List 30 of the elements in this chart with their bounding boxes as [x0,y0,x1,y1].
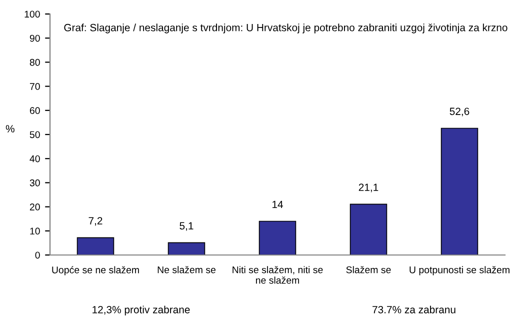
x-tick-label: Uopće se ne slažem [52,266,139,276]
y-tick-label: 90 [30,34,40,42]
y-tick-label: 20 [30,204,40,210]
y-tick-label: 0 [35,252,40,259]
data-label: 21,1 [358,184,378,192]
y-tick-label: 100 [24,10,40,18]
y-tick-label: 50 [30,131,40,138]
data-label: 7,2 [88,217,102,226]
y-tick-label: 10 [30,228,40,235]
text: Graf: Slaganje / neslaganje s tvrdnjom: U Hrvatskoj je potrebno zabraniti uzgoj životinja za krzno [64,24,508,34]
y-tick-label: 70 [30,83,40,90]
y-tick-label: 40 [30,155,40,162]
y-tick-label: 30 [30,179,40,186]
bar [76,237,114,255]
text: 12,3% protiv zabrane [92,306,190,316]
x-tick-label: Ne slažem se [158,266,216,274]
x-tick-label: Niti se slažem, niti se ne slažem [232,266,323,284]
bar [258,220,296,255]
bar [168,242,206,255]
data-label: 52,6 [450,108,470,116]
text: 73.7% za zabranu [372,306,456,314]
y-axis-title: % [6,125,14,132]
x-tick-label: U potpunosti se slažem [410,266,510,276]
y-tick-label: 80 [30,58,40,66]
data-label: 5,1 [180,222,194,231]
bar [350,204,388,255]
data-label: 14 [272,200,283,208]
bar [440,128,478,255]
x-tick-label: Slažem se [346,266,391,274]
y-tick-label: 60 [30,107,40,114]
